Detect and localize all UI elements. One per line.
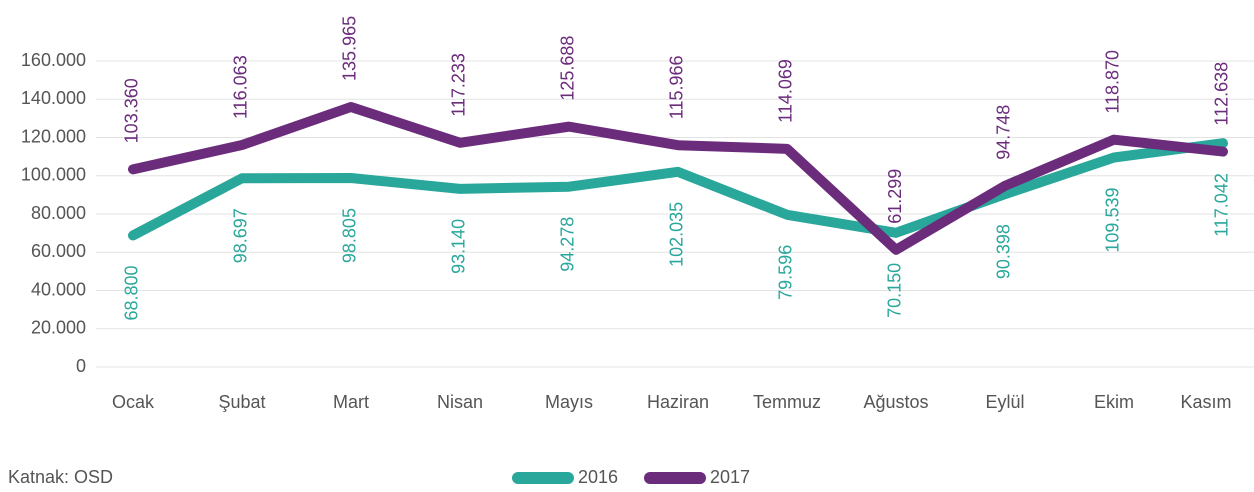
data-label: 135.965 <box>340 16 360 81</box>
legend-label: 2016 <box>578 467 618 487</box>
data-label: 79.596 <box>776 245 796 300</box>
y-tick-label: 0 <box>76 356 86 376</box>
y-tick-label: 20.000 <box>31 318 86 338</box>
line-2016 <box>128 138 1228 241</box>
data-label: 125.688 <box>558 36 578 101</box>
y-tick-label: 100.000 <box>21 165 86 185</box>
data-label: 115.966 <box>667 55 687 119</box>
legend-label: 2017 <box>710 467 750 487</box>
x-tick-label: Haziran <box>647 392 709 412</box>
data-label: 109.539 <box>1103 188 1123 253</box>
data-label: 94.748 <box>994 105 1014 160</box>
data-label: 103.360 <box>122 78 142 143</box>
data-label: 94.278 <box>558 217 578 272</box>
line-2017 <box>128 101 1228 255</box>
x-tick-label: Nisan <box>437 392 483 412</box>
y-tick-label: 80.000 <box>31 203 86 223</box>
data-label: 117.233 <box>449 53 469 117</box>
data-label: 90.398 <box>994 224 1014 279</box>
y-tick-label: 60.000 <box>31 241 86 261</box>
y-tick-label: 140.000 <box>21 88 86 108</box>
x-tick-label: Temmuz <box>753 392 821 412</box>
x-tick-label: Mayıs <box>545 392 593 412</box>
x-tick-label: Şubat <box>218 392 265 412</box>
source: Katnak: OSD <box>8 467 113 487</box>
data-label: 117.042 <box>1212 173 1232 237</box>
x-tick-label: Mart <box>333 392 369 412</box>
data-label: 98.697 <box>231 208 251 263</box>
x-tick-label: Eylül <box>985 392 1024 412</box>
x-tick-label: Ocak <box>112 392 155 412</box>
data-label: 116.063 <box>231 55 251 119</box>
x-tick-label: Kasım <box>1180 392 1231 412</box>
y-tick-label: 160.000 <box>21 50 86 70</box>
data-label: 61.299 <box>885 169 905 224</box>
data-label: 70.150 <box>885 263 905 318</box>
x-tick-label: Ağustos <box>863 392 928 412</box>
data-label: 112.638 <box>1212 62 1232 126</box>
y-tick-label: 120.000 <box>21 126 86 146</box>
data-label: 102.035 <box>667 202 687 267</box>
y-tick-label: 40.000 <box>31 279 86 299</box>
data-label: 93.140 <box>449 219 469 274</box>
data-label: 118.870 <box>1103 50 1123 114</box>
data-label: 114.069 <box>776 59 796 123</box>
data-label: 68.800 <box>122 265 142 320</box>
x-tick-label: Ekim <box>1094 392 1134 412</box>
data-label: 98.805 <box>340 208 360 263</box>
